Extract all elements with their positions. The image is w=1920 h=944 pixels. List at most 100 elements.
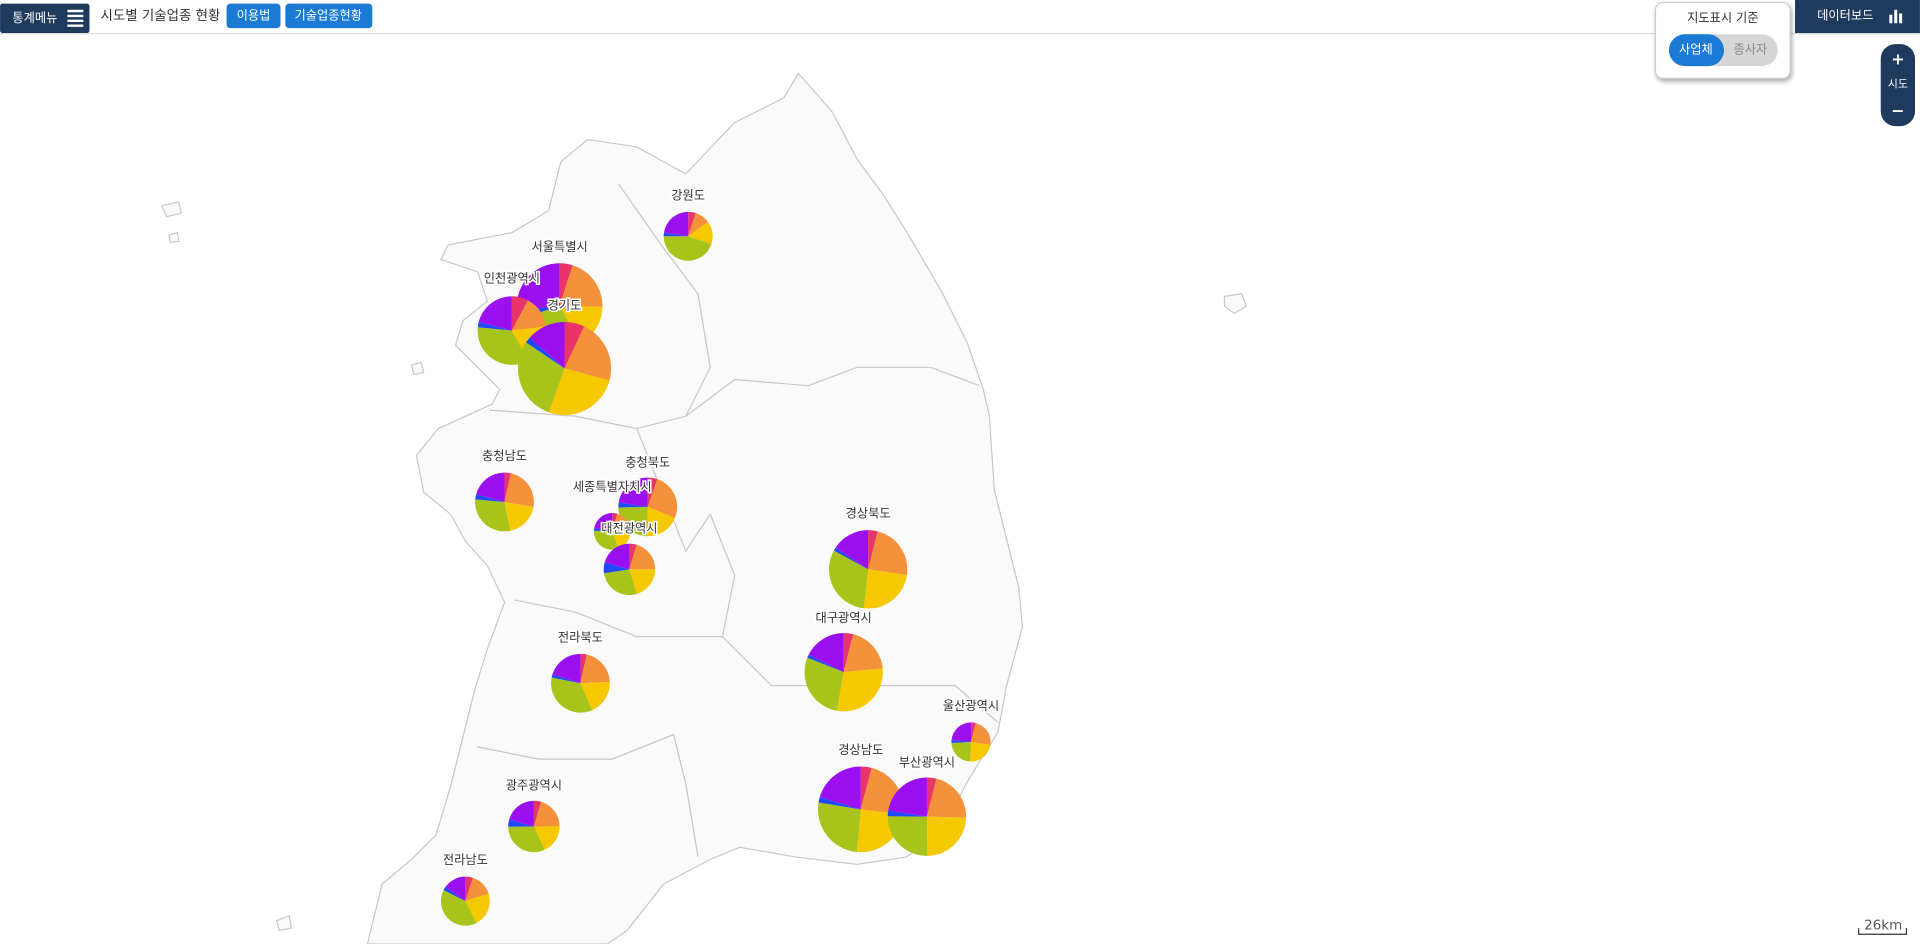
region-label[interactable]: 충청북도 bbox=[624, 454, 672, 471]
region-label[interactable]: 부산광역시 bbox=[897, 754, 956, 771]
pie-slice bbox=[475, 499, 511, 532]
pie-slice bbox=[817, 802, 861, 852]
pie-slice bbox=[664, 211, 689, 237]
pie-slice bbox=[603, 562, 630, 574]
menu-button[interactable]: 통계메뉴 bbox=[0, 3, 90, 34]
status-button[interactable]: 기술업종현황 bbox=[285, 3, 373, 29]
province-boundary bbox=[477, 183, 999, 858]
pie-slice bbox=[564, 326, 612, 381]
zoom-control: + 시도 − bbox=[1880, 44, 1916, 127]
pie-slice bbox=[529, 322, 565, 369]
pie-slice bbox=[580, 681, 610, 711]
zoom-level: 시도 bbox=[1888, 77, 1908, 90]
pie-slice bbox=[533, 800, 542, 827]
pie-slice bbox=[604, 569, 637, 596]
pie-slice bbox=[926, 816, 967, 856]
pie-slice bbox=[504, 501, 534, 531]
toggle-selected bbox=[1668, 34, 1725, 67]
toggle-option[interactable]: 사업체 bbox=[1679, 43, 1713, 57]
pie-slice bbox=[618, 506, 648, 537]
region-label[interactable]: 전라북도 bbox=[556, 629, 604, 646]
island bbox=[410, 361, 425, 376]
pie-slice bbox=[951, 741, 972, 762]
pie-slice bbox=[533, 826, 560, 850]
pie-slice bbox=[511, 296, 528, 331]
pie-slice bbox=[629, 544, 656, 570]
help-button[interactable]: 이용법 bbox=[226, 3, 281, 29]
pie-slice bbox=[863, 569, 907, 609]
pie-slice bbox=[564, 322, 585, 369]
pie-slice bbox=[509, 800, 534, 827]
pie-slice bbox=[552, 653, 581, 684]
status-button-bg bbox=[285, 3, 373, 29]
region-label[interactable]: 강원도 bbox=[670, 187, 707, 204]
pie-slice bbox=[819, 766, 861, 810]
region-label[interactable]: 대전광역시 bbox=[600, 520, 659, 537]
pie-slice bbox=[465, 877, 489, 902]
region-label[interactable]: 경상남도 bbox=[837, 742, 885, 759]
pie-slice bbox=[951, 740, 972, 743]
island bbox=[160, 201, 183, 218]
page-title: 시도별 기술업종 현황 bbox=[100, 8, 220, 24]
scale-line bbox=[1858, 928, 1908, 935]
zoom-out[interactable]: − bbox=[1891, 101, 1904, 120]
dashboard-icon bbox=[1889, 9, 1903, 24]
pie-slice bbox=[445, 876, 466, 902]
pie-slice bbox=[951, 722, 972, 742]
region-label[interactable]: 경기도 bbox=[546, 297, 583, 314]
pie-slice bbox=[971, 722, 976, 742]
pie-slice bbox=[663, 232, 689, 237]
pie-slice bbox=[808, 633, 844, 673]
pie-slice bbox=[517, 342, 565, 413]
pie-slice bbox=[836, 668, 883, 712]
dashboard-label: 데이터보드 bbox=[1817, 8, 1873, 22]
pie-slice bbox=[593, 528, 613, 532]
region-label[interactable]: 충청남도 bbox=[480, 448, 528, 465]
pie-slice bbox=[533, 801, 560, 827]
pie-slice bbox=[647, 479, 678, 519]
pie-slice bbox=[511, 300, 546, 331]
pie-slice bbox=[629, 543, 637, 570]
region-label[interactable]: 광주광역시 bbox=[504, 777, 563, 794]
region-label[interactable]: 경상북도 bbox=[844, 505, 892, 522]
region-label[interactable]: 울산광역시 bbox=[941, 697, 1000, 714]
pie-slice bbox=[612, 513, 631, 534]
scale-label: 26km bbox=[1864, 919, 1902, 934]
pie-slice bbox=[688, 213, 708, 237]
pie-slice bbox=[580, 654, 610, 684]
pie-slice bbox=[593, 530, 619, 550]
pie-slice bbox=[504, 472, 511, 502]
pie-slice bbox=[833, 547, 869, 570]
pie-slice bbox=[465, 876, 473, 902]
pie-slice bbox=[887, 810, 927, 817]
zoom-bg bbox=[1880, 44, 1916, 127]
region-label[interactable]: 세종특별자치시 bbox=[571, 478, 653, 495]
pie-slice bbox=[477, 327, 529, 365]
menu-icon bbox=[67, 9, 84, 27]
island bbox=[276, 914, 293, 932]
pie-slice bbox=[526, 337, 565, 369]
region-label[interactable]: 서울특별시 bbox=[530, 238, 589, 255]
pie-slice bbox=[926, 777, 937, 817]
region-label[interactable]: 전라남도 bbox=[441, 852, 489, 869]
region-label[interactable]: 인천광역시 bbox=[482, 269, 541, 287]
pie-slice bbox=[868, 531, 908, 576]
menu-label: 통계메뉴 bbox=[12, 11, 57, 25]
status-button-label: 기술업종현황 bbox=[294, 8, 362, 22]
pie-slice bbox=[549, 368, 610, 416]
region-label[interactable]: 대구광역시 bbox=[814, 609, 873, 626]
pie-slice bbox=[443, 886, 466, 902]
zoom-in[interactable]: + bbox=[1891, 49, 1904, 68]
pie-slice bbox=[618, 477, 648, 507]
pie-slice bbox=[629, 569, 656, 594]
pie-slice bbox=[663, 236, 712, 261]
pie-slice bbox=[478, 296, 512, 331]
pie-slice bbox=[843, 633, 854, 673]
pie-slice bbox=[508, 819, 534, 827]
dashboard-button[interactable]: 데이터보드 bbox=[1795, 0, 1920, 34]
menu-button-bg bbox=[0, 3, 90, 34]
pie-slice bbox=[580, 653, 587, 684]
toggle-option[interactable]: 종사자 bbox=[1733, 43, 1767, 57]
island bbox=[1223, 293, 1248, 315]
